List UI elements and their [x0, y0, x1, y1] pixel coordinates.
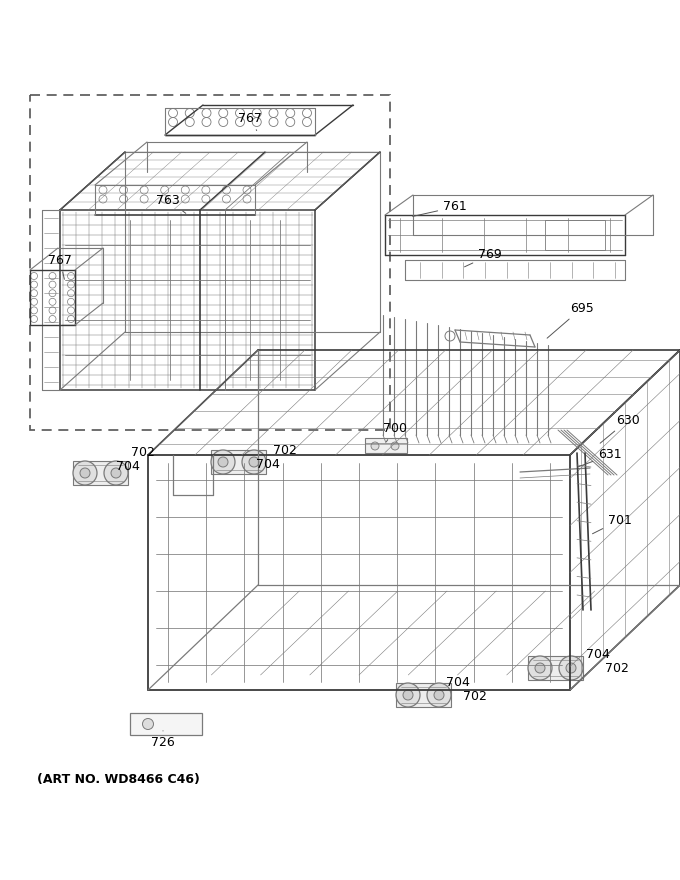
Circle shape — [111, 468, 121, 478]
Text: 767: 767 — [238, 112, 262, 130]
Text: (ART NO. WD8466 C46): (ART NO. WD8466 C46) — [37, 774, 199, 787]
Bar — [211, 450, 266, 474]
Bar — [528, 656, 583, 680]
Circle shape — [218, 457, 228, 467]
Circle shape — [403, 690, 413, 700]
Text: 700: 700 — [383, 422, 407, 442]
Text: 763: 763 — [156, 194, 186, 213]
Circle shape — [434, 690, 444, 700]
Text: 701: 701 — [592, 514, 632, 534]
Text: 702: 702 — [605, 662, 629, 674]
Circle shape — [391, 442, 399, 450]
Circle shape — [528, 656, 552, 680]
Circle shape — [73, 461, 97, 485]
Text: 726: 726 — [151, 730, 175, 750]
Circle shape — [249, 457, 259, 467]
Bar — [130, 713, 202, 735]
Text: 761: 761 — [413, 201, 467, 216]
Circle shape — [566, 663, 576, 673]
Bar — [365, 438, 407, 453]
Bar — [545, 220, 605, 250]
Bar — [396, 683, 451, 707]
Circle shape — [396, 683, 420, 707]
Circle shape — [371, 442, 379, 450]
Text: 767: 767 — [48, 253, 72, 279]
Circle shape — [143, 718, 154, 730]
Text: 704: 704 — [586, 649, 610, 662]
Text: 702: 702 — [273, 444, 297, 457]
Text: 704: 704 — [256, 458, 280, 471]
Text: 769: 769 — [464, 248, 502, 267]
Circle shape — [535, 663, 545, 673]
Text: 704: 704 — [116, 459, 140, 473]
Text: 704: 704 — [446, 676, 470, 688]
Circle shape — [211, 450, 235, 474]
Text: 702: 702 — [463, 690, 487, 702]
Text: 630: 630 — [600, 414, 640, 444]
Circle shape — [80, 468, 90, 478]
Text: 695: 695 — [547, 302, 594, 338]
Circle shape — [559, 656, 583, 680]
Text: 702: 702 — [131, 446, 155, 459]
Text: 631: 631 — [577, 449, 622, 467]
Circle shape — [104, 461, 128, 485]
Circle shape — [242, 450, 266, 474]
Bar — [73, 461, 128, 485]
Circle shape — [427, 683, 451, 707]
